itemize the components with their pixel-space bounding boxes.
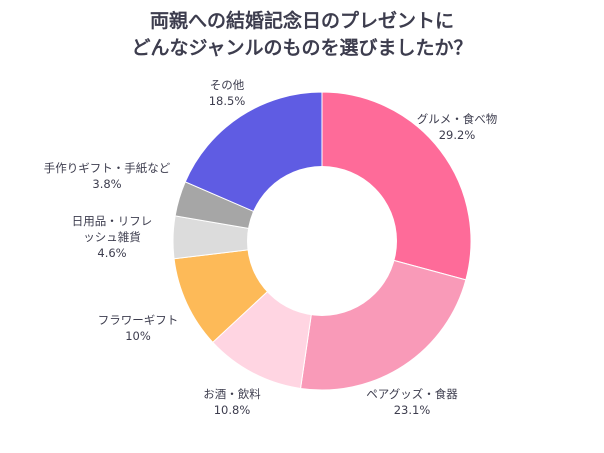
slice-label-2: ペアグッズ・食器 23.1%	[366, 387, 458, 417]
slice-label-7: その他 18.5%	[209, 78, 246, 108]
slice-label-1: グルメ・食べ物 29.2%	[417, 112, 498, 142]
donut-hole	[247, 166, 397, 316]
chart-title-line-1: 両親への結婚記念日のプレゼントに	[149, 10, 454, 32]
slice-label-5: 日用品・リフレッシュ雑貨 4.6%	[72, 214, 153, 260]
chart-title: 両親への結婚記念日のプレゼントに どんなジャンルのものを選びましたか？	[0, 8, 604, 62]
slice-label-3: お酒・飲料 10.8%	[203, 387, 261, 417]
slice-label-4: フラワーギフト 10%	[98, 313, 179, 343]
slice-labels: グルメ・食べ物 29.2% ペアグッズ・食器 23.1% お酒・飲料 10.8% フラワーギ…	[44, 78, 498, 417]
slice-label-6: 手作りギフト・手紙など 3.8%	[44, 161, 171, 191]
chart-title-line-2: どんなジャンルのものを選びましたか？	[131, 37, 473, 59]
